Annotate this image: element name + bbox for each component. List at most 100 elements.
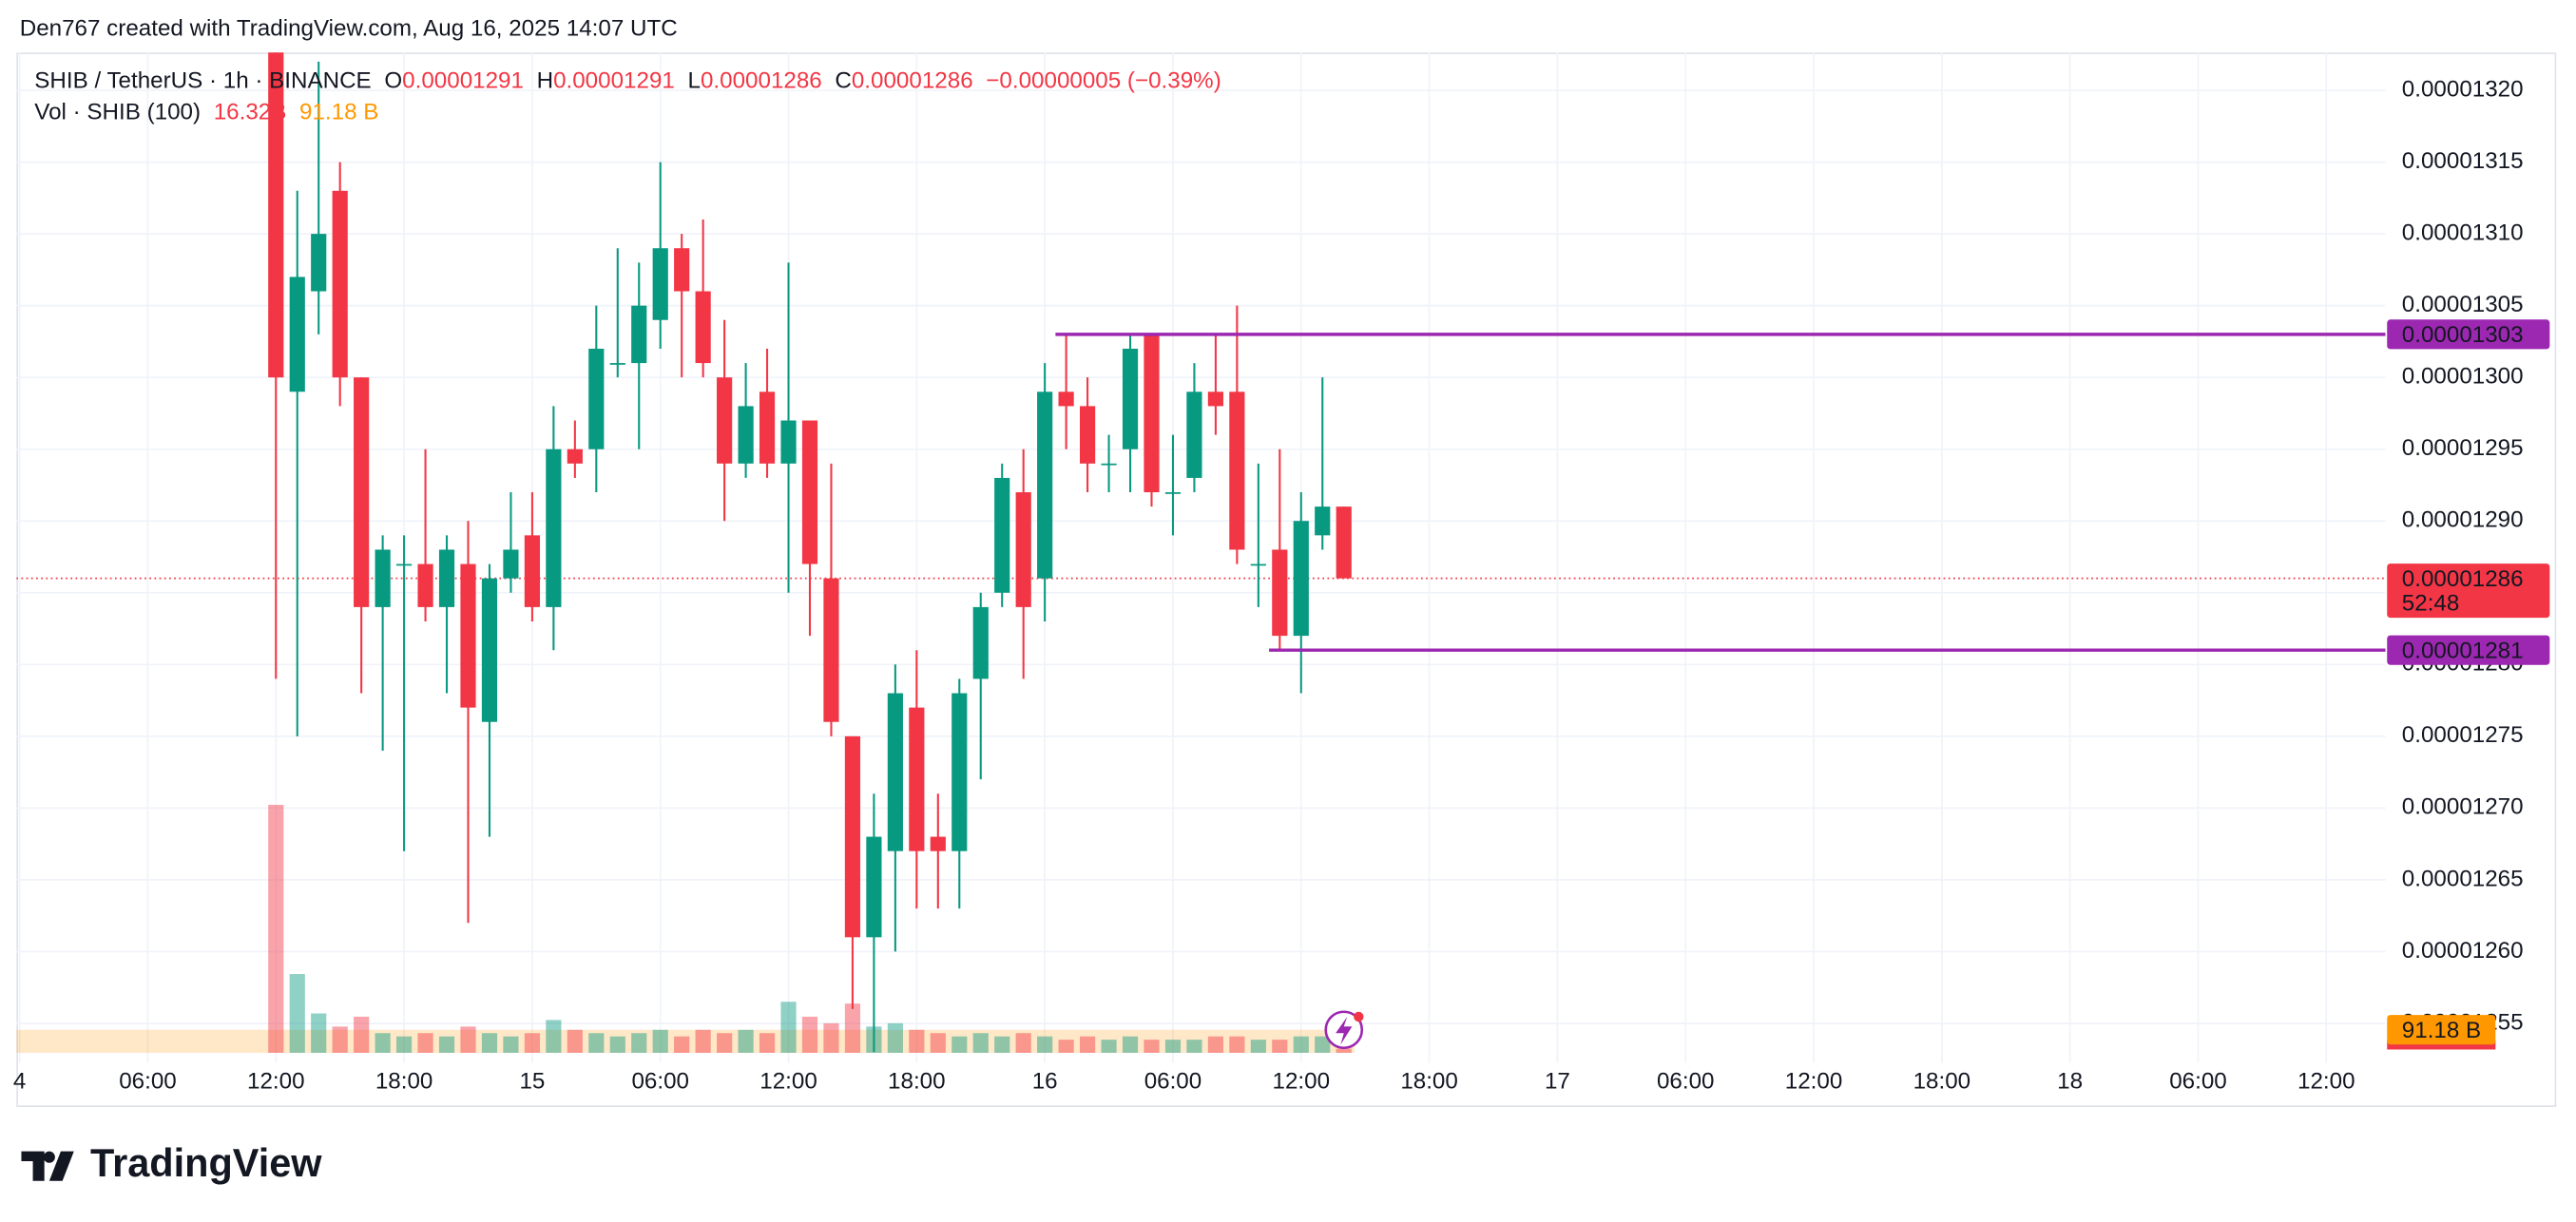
candle-body xyxy=(332,190,348,378)
level-label: 0.00001281 xyxy=(2402,638,2524,663)
candle-body xyxy=(631,305,647,364)
volume-bar xyxy=(268,804,284,1053)
volume-bar xyxy=(438,1036,455,1053)
volume-bar xyxy=(844,1003,861,1053)
candle-body xyxy=(1336,506,1352,579)
volume-bar xyxy=(1164,1040,1182,1053)
volume-bar xyxy=(1015,1033,1031,1053)
x-tick-label: 18:00 xyxy=(1913,1068,1971,1094)
level-badge xyxy=(2387,635,2550,665)
candle-body xyxy=(1186,391,1202,478)
y-tick-label: 0.00001260 xyxy=(2402,938,2524,964)
volume-bar xyxy=(631,1033,647,1053)
x-tick-label: 06:00 xyxy=(1144,1068,1202,1094)
x-tick-label: 06:00 xyxy=(631,1068,689,1094)
legend-o: O xyxy=(384,68,402,94)
volume-badge-under xyxy=(2387,1040,2496,1050)
legend-h: H xyxy=(537,68,553,94)
x-tick-label: 18:00 xyxy=(1400,1068,1458,1094)
legend-title: SHIB / TetherUS · 1h · BINANCE xyxy=(34,68,371,94)
candle-body xyxy=(695,291,711,364)
y-tick-label: 0.00001300 xyxy=(2402,364,2524,390)
x-tick-label: 06:00 xyxy=(119,1068,177,1094)
candle-body xyxy=(1250,563,1266,566)
candle-body xyxy=(396,563,413,566)
candle-body xyxy=(866,836,882,938)
volume-bar xyxy=(994,1036,1010,1053)
volume-bar xyxy=(396,1036,413,1053)
candle-body xyxy=(503,549,519,579)
candle-body xyxy=(546,449,562,607)
volume-bar xyxy=(481,1033,498,1053)
x-tick-label: 12:00 xyxy=(1785,1068,1843,1094)
countdown: 52:48 xyxy=(2402,591,2460,617)
candle-body xyxy=(1315,506,1331,536)
candle-body xyxy=(1293,521,1309,637)
candle-body xyxy=(994,477,1010,593)
volume-ma-badge xyxy=(2387,1015,2496,1045)
volume-bar xyxy=(1229,1036,1245,1053)
x-tick-label: 18:00 xyxy=(375,1068,433,1094)
candle-body xyxy=(652,248,668,320)
legend-value: 0.00001291 xyxy=(553,68,675,94)
volume-bar xyxy=(823,1022,839,1053)
legend-change: −0.00000005 (−0.39%) xyxy=(986,68,1221,94)
candle-body xyxy=(972,606,989,679)
volume-bar xyxy=(909,1029,925,1053)
candle-body xyxy=(1272,549,1288,637)
volume-bar xyxy=(1293,1036,1309,1053)
volume-bar xyxy=(1336,1048,1352,1053)
volume-bar xyxy=(780,1002,797,1053)
candle-body xyxy=(887,693,903,851)
volume-last: 16.32B xyxy=(214,100,287,125)
candle-body xyxy=(375,549,391,607)
volume-bar xyxy=(1272,1040,1288,1053)
y-tick-label: 0.00001265 xyxy=(2402,866,2524,891)
volume-bar xyxy=(417,1033,433,1053)
x-tick-label: 12:00 xyxy=(247,1068,305,1094)
candle-body xyxy=(311,234,327,292)
lightning-icon xyxy=(1324,1010,1364,1050)
candle-body xyxy=(460,563,476,708)
y-tick-label: 0.00001310 xyxy=(2402,220,2524,246)
candle-body xyxy=(524,535,540,607)
candle-body xyxy=(567,449,583,464)
candle-body xyxy=(1015,492,1031,607)
volume-bar xyxy=(652,1029,668,1053)
candle-body xyxy=(674,248,690,292)
legend: SHIB / TetherUS · 1h · BINANCE O 0.000012… xyxy=(34,68,1221,94)
y-tick-label: 0.00001295 xyxy=(2402,435,2524,461)
x-tick-label: 4 xyxy=(13,1068,26,1094)
volume-bar xyxy=(717,1033,733,1053)
volume-bar xyxy=(588,1033,605,1053)
price-badge xyxy=(2387,563,2550,619)
x-tick-label: 12:00 xyxy=(759,1068,817,1094)
volume-bar xyxy=(1144,1040,1160,1053)
candle-body xyxy=(354,377,370,607)
volume-ma: 91.18 B xyxy=(299,100,378,125)
candle-body xyxy=(1207,391,1223,407)
volume-bar xyxy=(332,1026,348,1053)
x-tick-label: 06:00 xyxy=(1657,1068,1715,1094)
candle-body xyxy=(481,578,498,722)
volume-bar xyxy=(546,1020,562,1053)
volume-ma-area xyxy=(16,1029,1355,1053)
level-badge xyxy=(2387,319,2550,350)
x-tick-label: 15 xyxy=(519,1068,545,1094)
legend-c: C xyxy=(835,68,851,94)
candle-body xyxy=(823,578,839,722)
candle-body xyxy=(289,277,305,392)
axes: 0.000012550.000012600.000012650.00001270… xyxy=(13,76,2550,1094)
volume-bar xyxy=(1101,1040,1117,1053)
candle-body xyxy=(1164,492,1182,494)
y-tick-label: 0.00001290 xyxy=(2402,507,2524,533)
candle-body xyxy=(1080,406,1096,464)
x-tick-label: 12:00 xyxy=(2297,1068,2355,1094)
volume-bar xyxy=(972,1033,989,1053)
candle-body xyxy=(759,391,776,464)
volume-bar xyxy=(887,1022,903,1053)
volume-bar xyxy=(674,1036,690,1053)
volume-bar xyxy=(503,1036,519,1053)
